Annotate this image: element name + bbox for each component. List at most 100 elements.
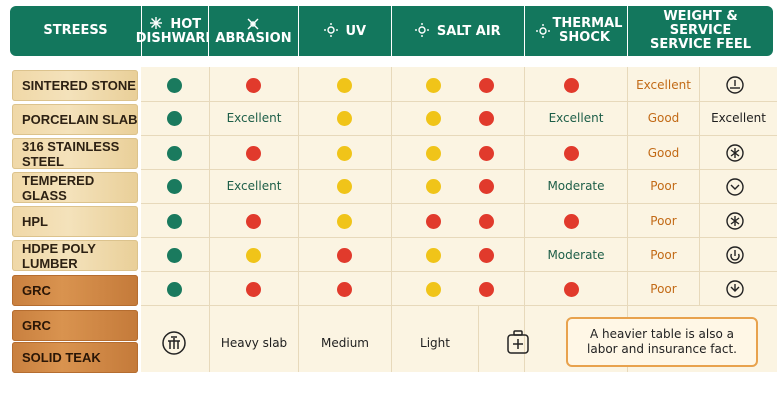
row-label: GRC	[12, 275, 138, 306]
row-label: TEMPERED GLASS	[12, 172, 138, 203]
rating-text: Poor	[650, 179, 677, 193]
rating-dot-red	[246, 78, 261, 93]
rating-text: Excellent	[636, 78, 691, 92]
row-label: 316 STAINLESS STEEL	[12, 138, 138, 169]
rating-dot-red	[246, 214, 261, 229]
sparkle-icon	[726, 212, 744, 230]
rating-dot-red	[564, 214, 579, 229]
header-weight-service: WEIGHT & SERVICE SERVICE FEEL	[628, 6, 773, 56]
snowflake-sun-icon	[149, 17, 162, 29]
power-icon	[726, 246, 744, 264]
rating-dot-yellow	[337, 111, 352, 126]
grid-line	[298, 67, 299, 372]
header-uv: UV	[299, 6, 391, 56]
rating-dot-red	[246, 146, 261, 161]
rating-dot-red	[337, 282, 352, 297]
header-thermal-shock: THERMAL SHOCK	[525, 6, 627, 56]
rating-text: Excellent	[711, 111, 766, 125]
rating-dot-yellow	[426, 282, 441, 297]
header-label: WEIGHT & SERVICE SERVICE FEEL	[649, 9, 752, 52]
header-salt-air: SALT AIR	[392, 6, 524, 56]
grid-line	[141, 135, 777, 136]
rating-dot-green	[167, 111, 182, 126]
row-label: HDPE POLY LUMBER	[12, 240, 138, 271]
rating-dot-red	[564, 78, 579, 93]
rating-dot-red	[479, 214, 494, 229]
row-label: SINTERED STONE	[12, 70, 138, 101]
rating-dot-yellow	[337, 179, 352, 194]
rating-text: Moderate	[547, 248, 605, 262]
rating-dot-red	[479, 248, 494, 263]
rating-dot-red	[246, 282, 261, 297]
rating-dot-yellow	[426, 179, 441, 194]
rating-dot-green	[167, 282, 182, 297]
grid-line	[391, 67, 392, 372]
rating-dot-yellow	[426, 78, 441, 93]
chevron-circle-icon	[726, 280, 744, 298]
rating-dot-yellow	[337, 78, 352, 93]
rating-dot-green	[167, 78, 182, 93]
grid-line	[141, 271, 777, 272]
rating-dot-yellow	[246, 248, 261, 263]
grid-line	[141, 305, 777, 306]
row-label: HPL	[12, 206, 138, 237]
rating-dot-red	[479, 146, 494, 161]
rating-dot-red	[564, 282, 579, 297]
rating-dot-yellow	[337, 214, 352, 229]
rating-dot-green	[167, 179, 182, 194]
rating-dot-red	[479, 111, 494, 126]
header-stress: STREESS	[10, 6, 141, 56]
rating-dot-red	[479, 282, 494, 297]
rating-text: Excellent	[226, 111, 282, 125]
rating-dot-red	[564, 146, 579, 161]
header-label: UV	[345, 24, 367, 39]
sparkle-icon	[726, 144, 744, 162]
rating-text: Excellent	[548, 111, 604, 125]
rating-text: Moderate	[547, 179, 605, 193]
rating-text: Good	[647, 146, 680, 160]
rating-text: Poor	[650, 214, 677, 228]
box-icon	[507, 330, 529, 354]
header-label: HOT DISHWARE	[135, 17, 215, 46]
grid-line	[478, 306, 479, 372]
rating-dot-red	[479, 78, 494, 93]
weight-heavy-label: Heavy slab	[220, 336, 288, 350]
rating-dot-green	[167, 214, 182, 229]
row-label: SOLID TEAK	[12, 342, 138, 373]
grid-line	[141, 203, 777, 204]
sun-icon	[535, 24, 550, 38]
header-label: ABRASION	[215, 30, 292, 46]
rating-dot-red	[337, 248, 352, 263]
rating-dot-yellow	[426, 248, 441, 263]
grid-line	[141, 237, 777, 238]
grid-line	[209, 67, 210, 372]
rating-text: Good	[647, 111, 680, 125]
rating-dot-green	[167, 248, 182, 263]
grid-line	[699, 67, 700, 305]
header-label: THERMAL SHOCK	[552, 16, 623, 45]
header-label: STREESS	[43, 23, 108, 38]
gauge-icon	[726, 76, 744, 94]
sun-icon	[415, 23, 430, 37]
rating-dot-yellow	[337, 146, 352, 161]
chevron-circle-icon	[726, 178, 744, 196]
row-label: GRC	[12, 310, 138, 341]
rating-dot-yellow	[426, 111, 441, 126]
rating-dot-red	[426, 214, 441, 229]
rating-dot-yellow	[426, 146, 441, 161]
grid-line	[141, 169, 777, 170]
weight-medium-label: Medium	[321, 336, 369, 350]
grid-line	[524, 67, 525, 372]
sun-icon	[323, 23, 338, 37]
rating-dot-green	[167, 146, 182, 161]
insight-note-text: A heavier table is also a labor and insu…	[587, 327, 737, 356]
header-hot-dishware: HOT DISHWARE	[136, 6, 214, 56]
row-label: PORCELAIN SLAB	[12, 104, 138, 135]
weight-icon	[162, 331, 186, 355]
rating-text: Poor	[650, 248, 677, 262]
abrasion-icon	[247, 18, 259, 29]
grid-line	[141, 101, 777, 102]
grid-line	[627, 67, 628, 372]
rating-text: Poor	[650, 282, 677, 296]
rating-text: Excellent	[226, 179, 282, 193]
